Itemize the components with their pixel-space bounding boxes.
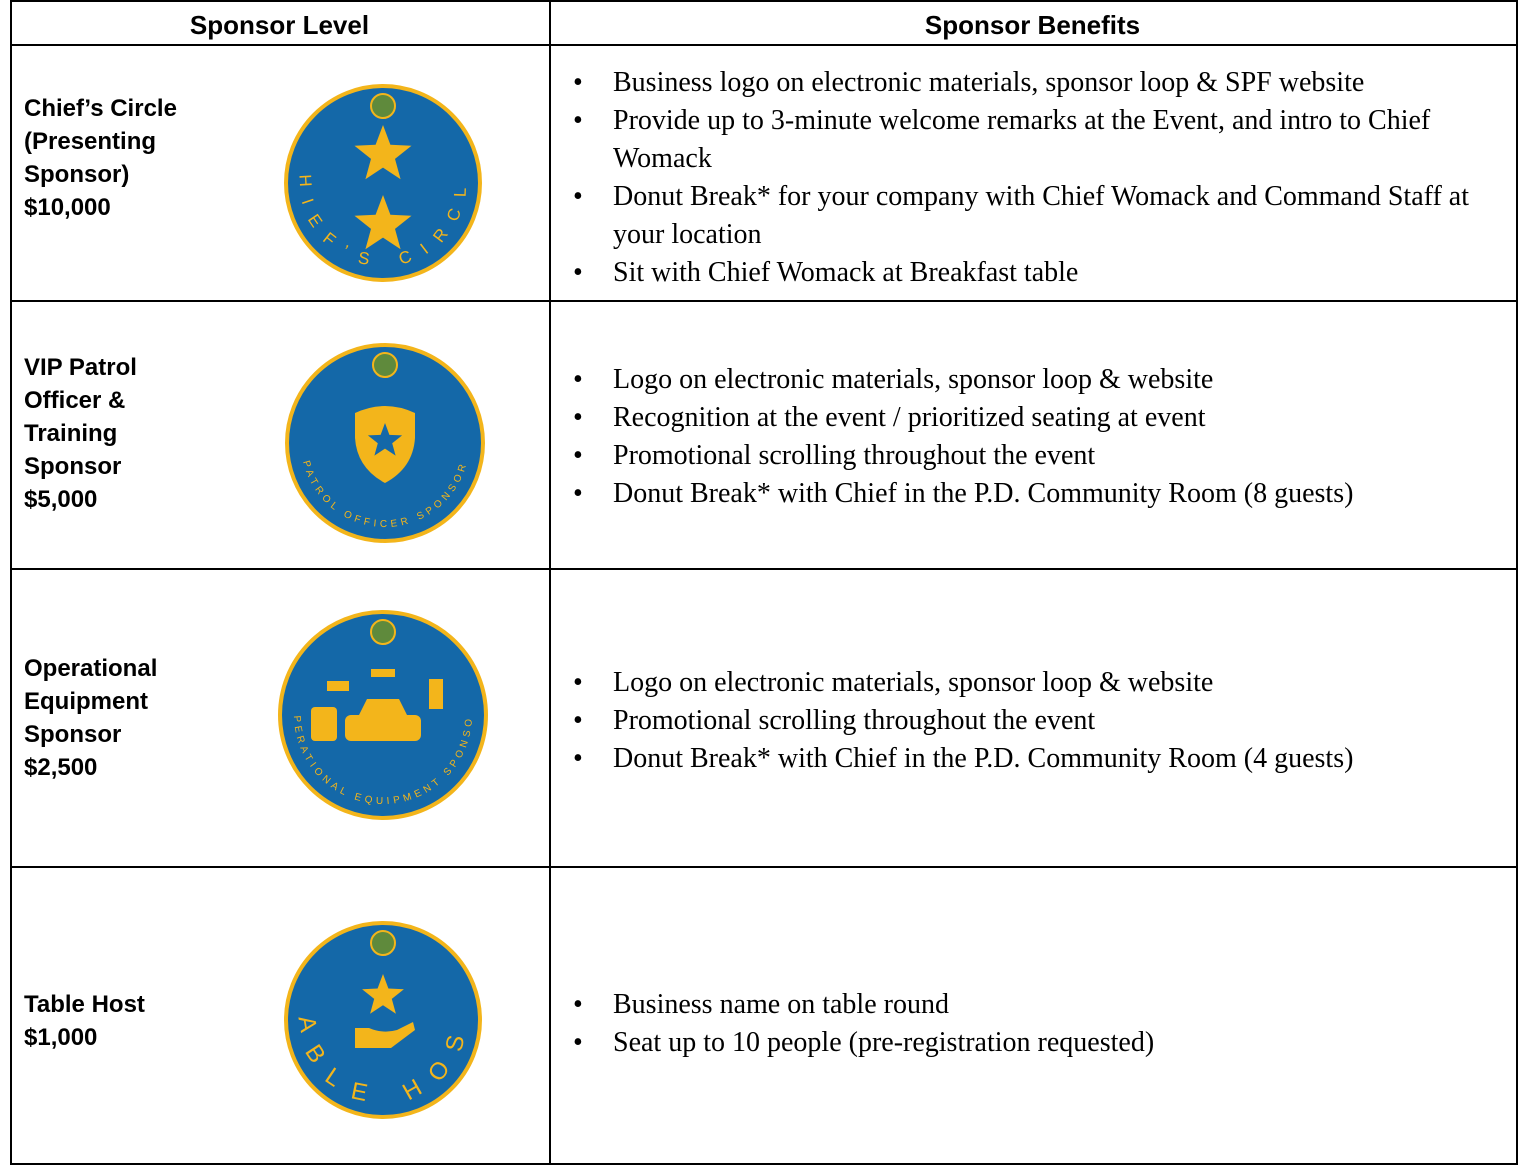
benefit: Provide up to 3-minute welcome remarks a…	[573, 102, 1503, 178]
car-roof	[359, 699, 407, 715]
badge-circle	[284, 921, 482, 1119]
border	[10, 866, 1518, 868]
seal	[372, 352, 398, 378]
benefit-list: Business logo on electronic materials, s…	[573, 64, 1503, 292]
sponsor-level: Chief’s Circle (Presenting Sponsor) $10,000	[24, 92, 177, 224]
border	[10, 1163, 1518, 1165]
camera-icon	[327, 681, 349, 691]
seal	[370, 93, 396, 119]
hand-icon	[355, 1022, 415, 1048]
column-header: Sponsor Benefits	[924, 10, 1141, 40]
benefit: Promotional scrolling throughout the eve…	[573, 702, 1503, 740]
level-line: $10,000	[24, 194, 111, 221]
level-line: $1,000	[24, 1024, 98, 1051]
benefit: Logo on electronic materials, sponsor lo…	[573, 664, 1503, 702]
level-line: (Presenting	[24, 128, 157, 155]
seal	[370, 619, 396, 645]
level-line: $2,500	[24, 754, 98, 781]
benefit-list: Logo on electronic materials, sponsor lo…	[573, 664, 1503, 778]
border	[10, 0, 12, 1165]
benefit: Sit with Chief Womack at Breakfast table	[573, 254, 1503, 292]
level-line: Training	[24, 420, 118, 447]
badge-circle	[284, 84, 482, 282]
column-header: Sponsor Level	[189, 10, 370, 40]
benefit: Business logo on electronic materials, s…	[573, 64, 1503, 102]
car-icon	[345, 715, 421, 741]
star-icon	[367, 423, 403, 456]
level-line: Equipment	[24, 688, 148, 715]
badge: PATROL OFFICER SPONSOR	[285, 343, 485, 543]
benefit: Logo on electronic materials, sponsor lo…	[573, 361, 1503, 399]
star-icon	[354, 195, 412, 250]
level-line: Sponsor	[24, 721, 122, 748]
benefit: Donut Break* with Chief in the P.D. Comm…	[573, 475, 1503, 513]
benefit: Donut Break* for your company with Chief…	[573, 178, 1503, 254]
benefit: Seat up to 10 people (pre-registration r…	[573, 1024, 1503, 1062]
level-line: Table Host	[24, 991, 145, 1018]
star-icon	[362, 974, 404, 1014]
border	[549, 0, 551, 1165]
border	[10, 0, 1518, 2]
vest-icon	[311, 707, 337, 741]
badge: CHIEF’S CIRCLE	[0, 0, 482, 282]
sponsor-level: Table Host $1,000	[24, 988, 145, 1054]
level-line: Officer &	[24, 387, 126, 414]
drone-icon	[371, 669, 395, 677]
sponsor-level: Operational Equipment Sponsor $2,500	[24, 652, 157, 784]
benefit-list: Logo on electronic materials, sponsor lo…	[573, 361, 1503, 513]
level-line: Chief’s Circle	[24, 95, 177, 122]
radio-icon	[429, 679, 443, 709]
level-line: Operational	[24, 655, 158, 682]
border	[10, 300, 1518, 302]
level-line: VIP Patrol	[24, 354, 137, 381]
benefit: Donut Break* with Chief in the P.D. Comm…	[573, 740, 1503, 778]
border	[10, 568, 1518, 570]
benefit-list: Business name on table roundSeat up to 1…	[573, 986, 1503, 1062]
level-line: $5,000	[24, 486, 98, 513]
sponsor-level: VIP Patrol Officer & Training Sponsor $5,000	[24, 351, 137, 516]
level-line: Sponsor)	[24, 161, 130, 188]
border	[10, 44, 1518, 46]
level-line: Sponsor	[24, 453, 122, 480]
star-icon	[354, 125, 412, 180]
border	[1516, 0, 1518, 1165]
benefit: Promotional scrolling throughout the eve…	[573, 437, 1503, 475]
seal	[370, 930, 396, 956]
benefit: Recognition at the event / prioritized s…	[573, 399, 1503, 437]
benefit: Business name on table round	[573, 986, 1503, 1024]
